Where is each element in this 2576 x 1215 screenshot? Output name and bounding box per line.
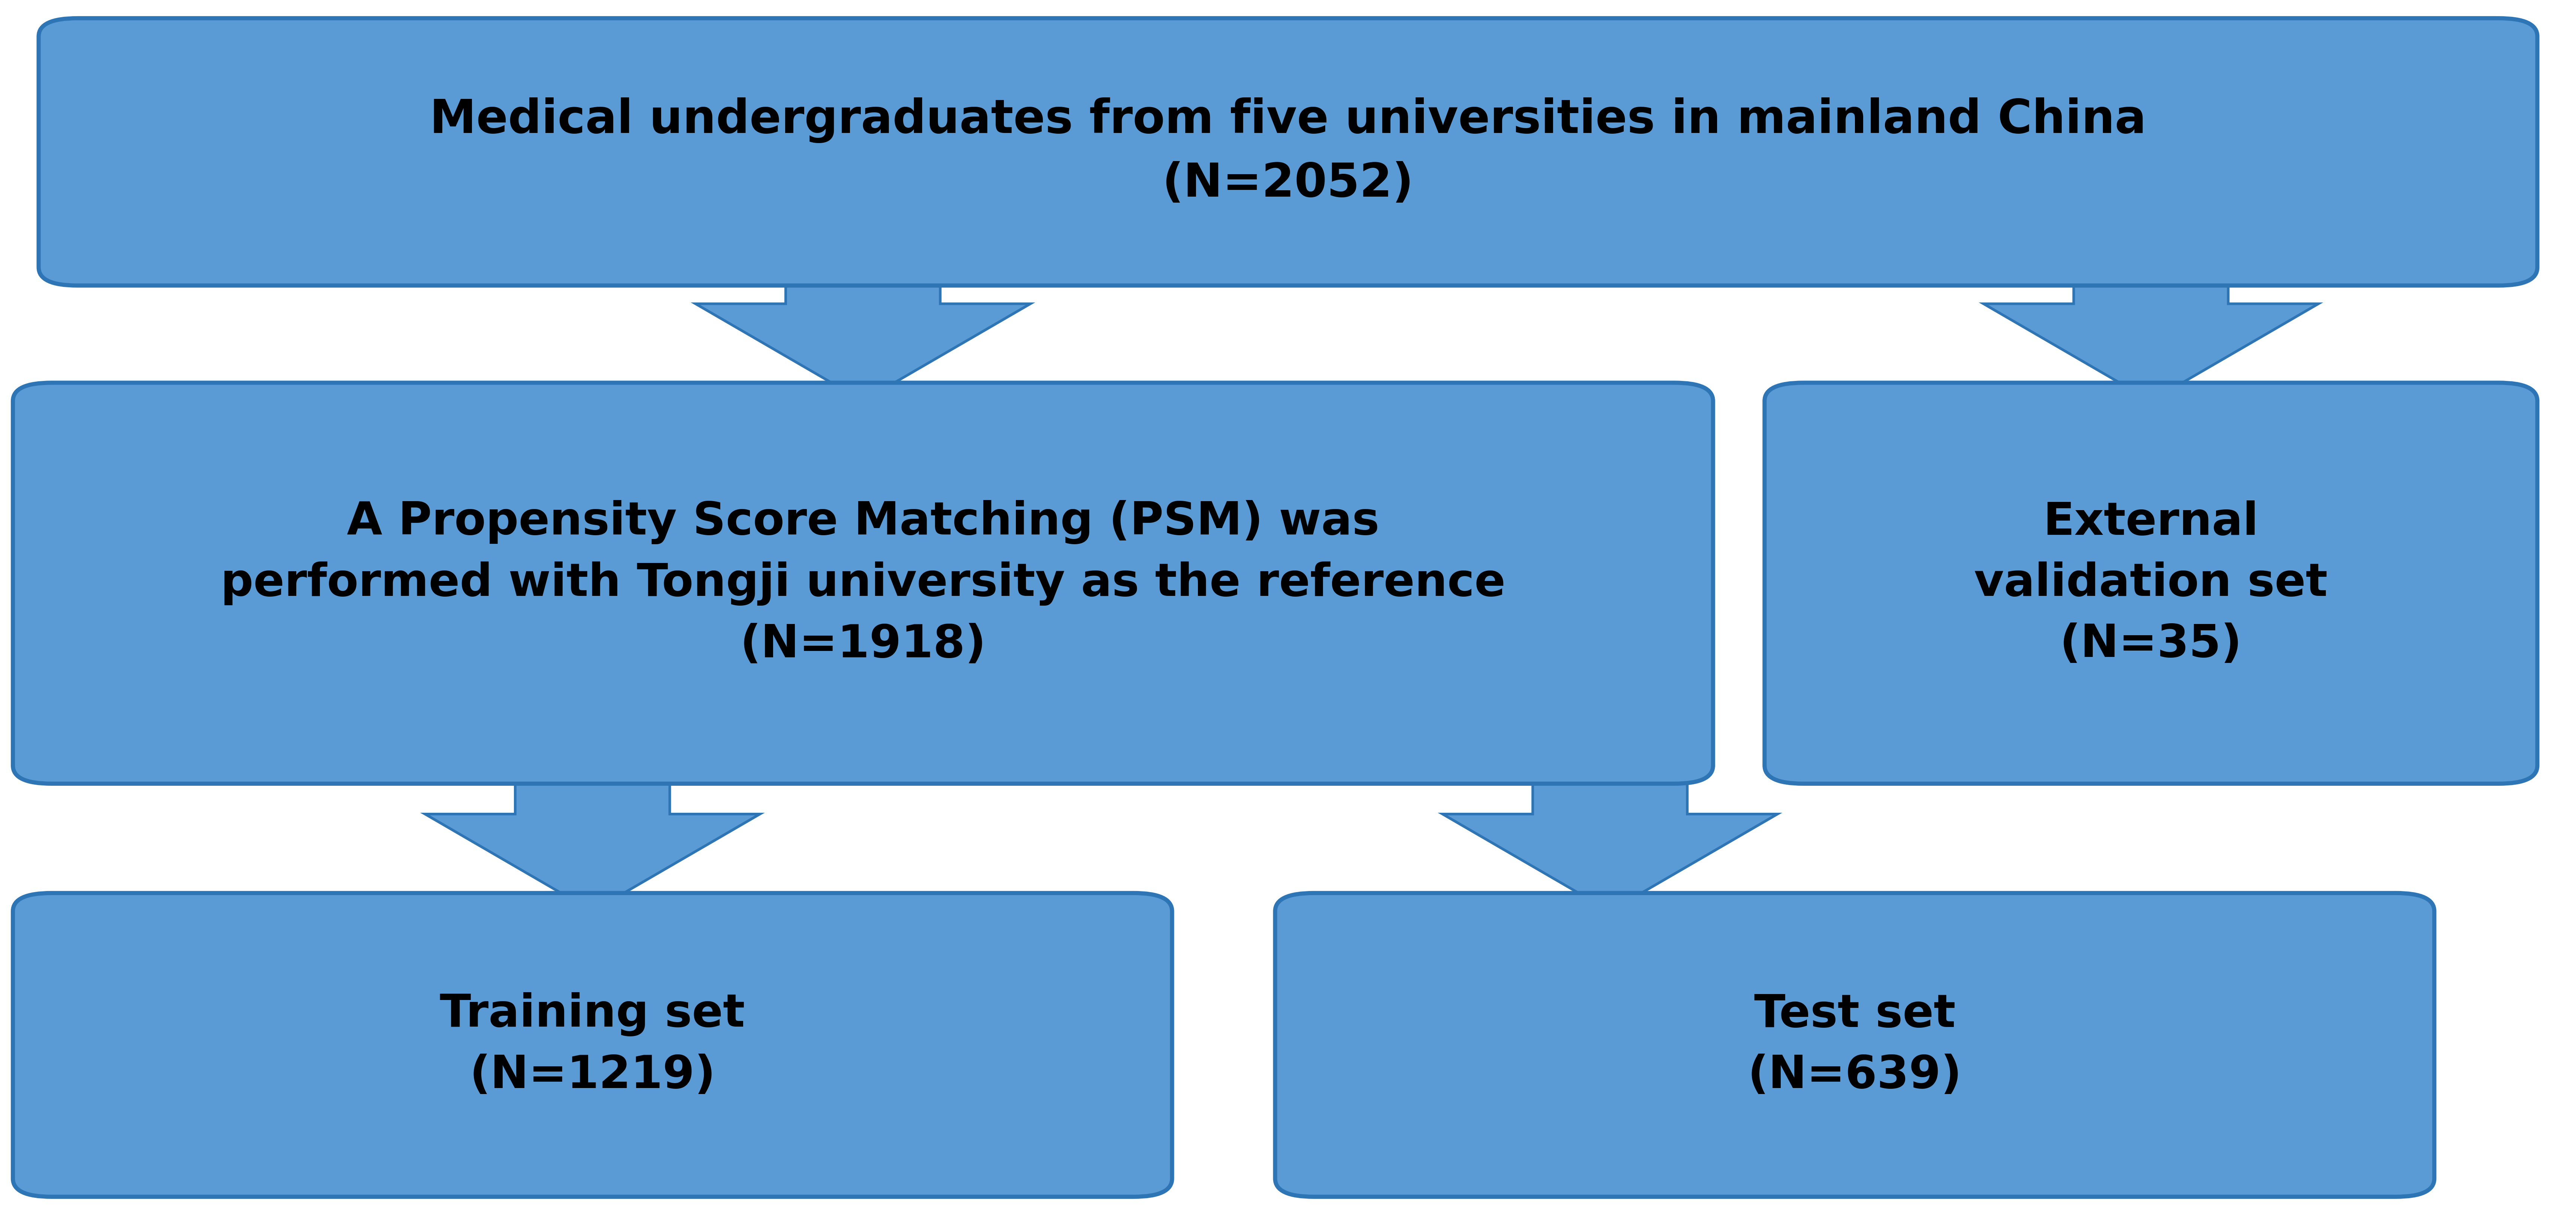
Text: External
validation set
(N=35): External validation set (N=35) [1973, 501, 2329, 666]
FancyBboxPatch shape [39, 18, 2537, 286]
Polygon shape [1984, 267, 2318, 401]
FancyBboxPatch shape [1765, 383, 2537, 784]
Polygon shape [425, 765, 760, 911]
Text: Training set
(N=1219): Training set (N=1219) [440, 993, 744, 1097]
FancyBboxPatch shape [13, 893, 1172, 1197]
FancyBboxPatch shape [1275, 893, 2434, 1197]
FancyBboxPatch shape [13, 383, 1713, 784]
Text: Medical undergraduates from five universities in mainland China
(N=2052): Medical undergraduates from five univers… [430, 97, 2146, 207]
Polygon shape [1443, 765, 1777, 911]
Polygon shape [696, 267, 1030, 401]
Text: Test set
(N=639): Test set (N=639) [1747, 993, 1963, 1097]
Text: A Propensity Score Matching (PSM) was
performed with Tongji university as the re: A Propensity Score Matching (PSM) was pe… [222, 499, 1504, 667]
